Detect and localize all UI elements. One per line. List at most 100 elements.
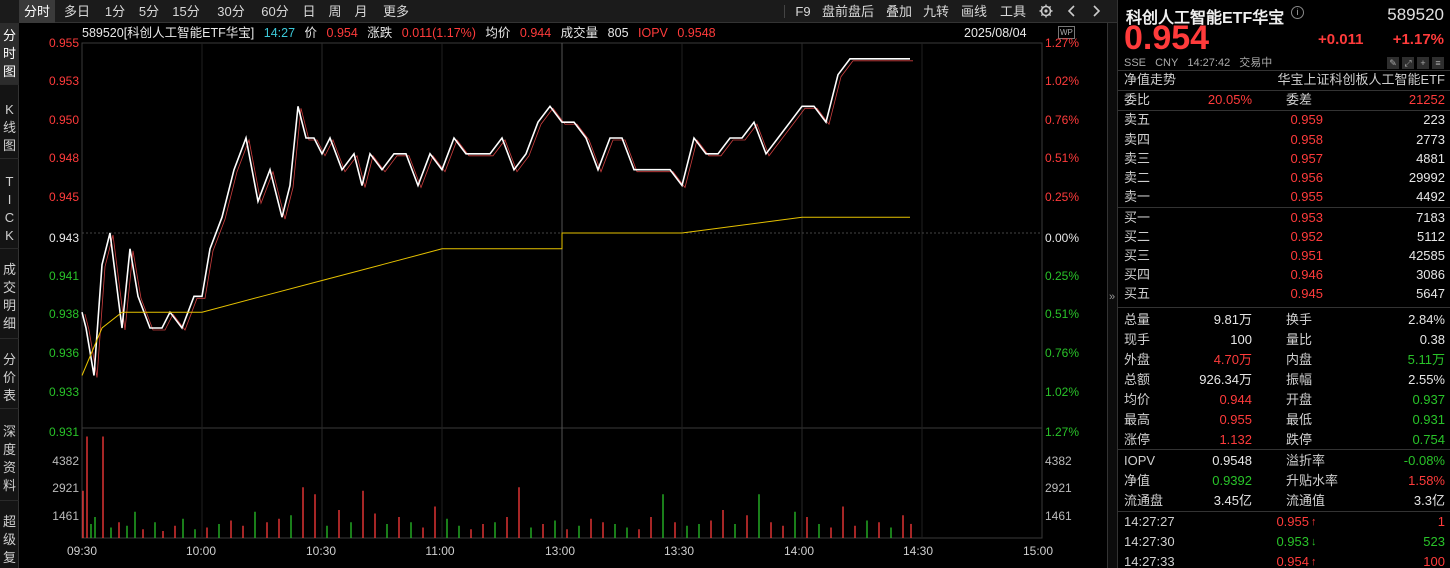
ask-row[interactable]: 卖四 0.958 2773 <box>1118 130 1450 150</box>
y-left-label: 0.950 <box>48 113 79 127</box>
draw-line-button[interactable]: 画线 <box>960 4 987 19</box>
x-label: 10:00 <box>185 544 217 558</box>
expand-icon[interactable]: + <box>1417 57 1429 69</box>
currency: CNY <box>1155 57 1179 69</box>
side-tab-trade-detail[interactable]: 成交明细 <box>0 259 19 339</box>
tab-month[interactable]: 月 <box>354 4 368 19</box>
nav-trend-label: 净值走势 <box>1124 72 1177 87</box>
ask-row[interactable]: 卖三 0.957 4881 <box>1118 149 1450 169</box>
side-tab-depth[interactable]: 深度资料 <box>0 421 19 501</box>
x-label: 15:00 <box>1022 544 1054 558</box>
tab-30min[interactable]: 30分 <box>217 4 245 19</box>
edit-icon[interactable]: ✎ <box>1387 57 1399 69</box>
tab-15min[interactable]: 15分 <box>172 4 200 19</box>
tick-row[interactable]: 14:27:33 0.954 ↑ 100 <box>1118 552 1450 568</box>
y-right-label: 1.27% <box>1045 425 1080 439</box>
tab-5min[interactable]: 5分 <box>138 4 160 19</box>
ask-row[interactable]: 卖二 0.956 29992 <box>1118 168 1450 188</box>
tick-row[interactable]: 14:27:30 0.953 ↓ 523 <box>1118 532 1450 552</box>
stats-row: 现手 100 量比 0.38 <box>1118 330 1450 350</box>
bid-price: 0.953 <box>1290 210 1323 225</box>
toolbar-corner <box>0 0 19 23</box>
stat-value: 0.931 <box>1412 412 1445 427</box>
ask-row[interactable]: 卖一 0.955 4492 <box>1118 187 1450 207</box>
side-tab-intraday[interactable]: 分时图 <box>0 23 19 85</box>
side-tab-super[interactable]: 超级复 <box>0 511 19 568</box>
tab-intraday[interactable]: 分时 <box>19 0 55 23</box>
y-left-label: 0.931 <box>48 425 79 439</box>
bid-row[interactable]: 买一 0.953 7183 <box>1118 208 1450 228</box>
x-label: 09:30 <box>66 544 98 558</box>
nav-row[interactable]: 净值走势 华宝上证科创板人工智能ETF <box>1118 70 1450 90</box>
side-tab-price-table[interactable]: 分价表 <box>0 349 19 409</box>
ask-row[interactable]: 卖五 0.959 223 <box>1118 110 1450 130</box>
stat-value: 5.11万 <box>1407 352 1445 367</box>
tick-price: 0.954 <box>1276 554 1309 568</box>
stats-row: 最高 0.955 最低 0.931 <box>1118 410 1450 430</box>
y-left-label: 0.941 <box>48 269 79 283</box>
link-icon[interactable]: ⤢ <box>1402 57 1414 69</box>
volume-value: 805 <box>607 26 629 40</box>
nine-turn-button[interactable]: 九转 <box>922 4 949 19</box>
stat-value: 2.84% <box>1408 312 1445 327</box>
bid-price: 0.951 <box>1290 248 1323 263</box>
stat-label: 流通盘 <box>1124 493 1164 508</box>
ask-price: 0.959 <box>1290 112 1323 127</box>
y-right-label: 0.76% <box>1045 113 1080 127</box>
tab-1min[interactable]: 1分 <box>104 4 126 19</box>
overlay-button[interactable]: 叠加 <box>885 4 912 19</box>
stat-value: 0.9392 <box>1212 473 1252 488</box>
wp-badge[interactable]: WP <box>1058 26 1075 39</box>
f9-button[interactable]: F9 <box>795 4 811 19</box>
stat-value: 2.55% <box>1408 372 1445 387</box>
tab-more[interactable]: 更多 <box>382 4 409 19</box>
tab-multi-day[interactable]: 多日 <box>63 4 90 19</box>
y-right-label: 0.00% <box>1045 231 1080 245</box>
tick-row[interactable]: 14:27:27 0.955 ↑ 1 <box>1118 512 1450 532</box>
change-label: 涨跌 <box>367 26 393 40</box>
security-code: 589520 <box>1387 5 1444 24</box>
avg-value: 0.944 <box>519 26 552 40</box>
y-right-label: 0.25% <box>1045 190 1080 204</box>
chart-canvas <box>81 42 1043 539</box>
stat-value: 0.9548 <box>1212 453 1252 468</box>
tools-button[interactable]: 工具 <box>999 4 1026 19</box>
info-icon[interactable]: i <box>1291 6 1304 19</box>
pre-post-market-button[interactable]: 盘前盘后 <box>821 4 874 19</box>
price-label: 价 <box>304 26 318 40</box>
stats-row: 外盘 4.70万 内盘 5.11万 <box>1118 350 1450 370</box>
bid-volume: 42585 <box>1408 248 1445 263</box>
y-left-label: 0.953 <box>48 74 79 88</box>
stat-value: 4.70万 <box>1213 352 1252 367</box>
last-price: 0.954 <box>1124 19 1210 57</box>
ask-price: 0.955 <box>1290 189 1323 204</box>
y-right-label: 0.51% <box>1045 151 1080 165</box>
quote-meta: SSE CNY 14:27:42 交易中 <box>1124 54 1278 70</box>
tab-week[interactable]: 周 <box>328 4 342 19</box>
stat-value: 9.81万 <box>1213 312 1252 327</box>
stat-value: 1.58% <box>1408 473 1445 488</box>
tick-price: 0.955 <box>1276 514 1309 529</box>
volume-label: 成交量 <box>560 26 599 40</box>
bid-row[interactable]: 买三 0.951 42585 <box>1118 246 1450 266</box>
tab-day[interactable]: 日 <box>302 4 316 19</box>
bid-row[interactable]: 买二 0.952 5112 <box>1118 227 1450 247</box>
nav-index-name: 华宝上证科创板人工智能ETF <box>1277 72 1445 87</box>
menu-icon[interactable]: ≡ <box>1432 57 1444 69</box>
intraday-chart[interactable]: 589520[科创人工智能ETF华宝] 14:27 价 0.954 涨跌 0.0… <box>20 23 1106 568</box>
bid-row[interactable]: 买五 0.945 5647 <box>1118 284 1450 304</box>
stat-label: IOPV <box>1124 453 1156 468</box>
stat-label: 总量 <box>1124 312 1151 327</box>
tab-60min[interactable]: 60分 <box>261 4 289 19</box>
y-left-label: 0.938 <box>48 307 79 321</box>
chevron-right-icon[interactable] <box>1086 0 1106 23</box>
chevron-left-icon[interactable] <box>1062 0 1082 23</box>
info-time: 14:27 <box>263 26 296 40</box>
panel-collapse-handle[interactable]: » <box>1107 23 1117 568</box>
stat-label: 内盘 <box>1286 352 1313 367</box>
settings-icon[interactable] <box>1035 0 1057 23</box>
bid-row[interactable]: 买四 0.946 3086 <box>1118 265 1450 285</box>
